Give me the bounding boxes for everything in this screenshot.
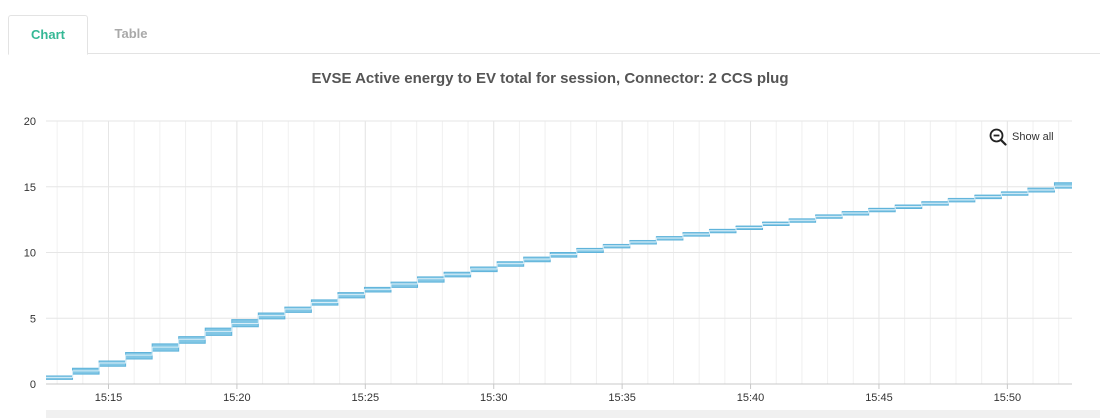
y-tick-label: 5 [30,313,36,325]
series-band-step [337,292,365,298]
chart-scroll-strip [46,410,1100,418]
tab-bar: Chart Table [0,0,1100,55]
x-tick-label: 15:35 [608,392,636,404]
chart-title: EVSE Active energy to EV total for sessi… [311,70,789,87]
y-tick-label: 0 [30,379,36,391]
y-tick-label: 10 [24,248,36,260]
series-band-step [390,282,418,288]
series-band-step [125,352,153,360]
series-band-step [99,360,126,367]
x-tick-label: 15:50 [994,392,1022,404]
x-tick-label: 15:40 [737,392,765,404]
y-tick-label: 20 [24,116,36,128]
x-tick-label: 15:30 [480,392,508,404]
x-tick-label: 15:45 [865,392,893,404]
series-high-line [46,182,1072,377]
series-low-line [46,187,1072,380]
y-tick-label: 15 [24,182,36,194]
series-band-step [1054,182,1072,189]
tab-divider [8,53,1100,54]
x-tick-label: 15:25 [352,392,380,404]
show-all-label: Show all [1012,131,1054,143]
x-tick-label: 15:15 [95,392,123,404]
x-tick-label: 15:20 [223,392,251,404]
zoom-out-icon [989,128,1007,146]
show-all-button[interactable]: Show all [989,127,1054,147]
tab-chart[interactable]: Chart [8,15,88,55]
series-band-step [284,307,312,313]
series-band-step [417,276,445,283]
series-band-step [178,336,206,344]
series-line [46,185,1072,378]
tab-table[interactable]: Table [114,26,148,41]
